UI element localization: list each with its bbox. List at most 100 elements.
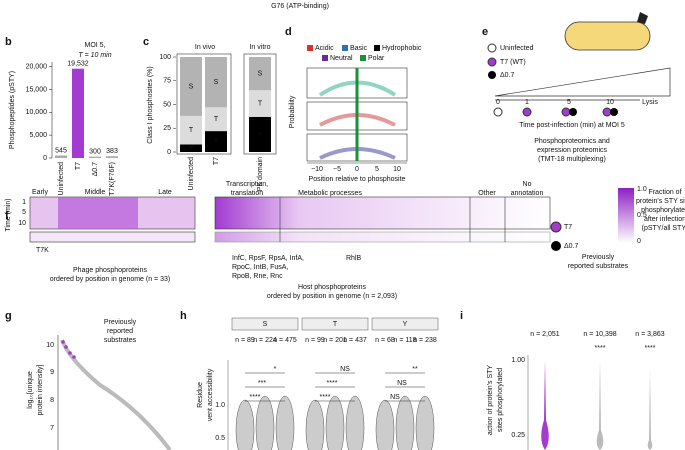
n-label: n = 10,398: [583, 331, 616, 338]
panel-label: b: [5, 36, 12, 48]
note: substrates: [104, 337, 137, 344]
bar-segment: [180, 115, 202, 145]
value-label: 19,532: [67, 61, 89, 68]
legend-swatch: [322, 55, 328, 61]
significance: *: [274, 366, 277, 373]
significance: ****: [250, 394, 261, 401]
legend-swatch: [307, 45, 313, 51]
y-tick-label: 15,000: [26, 86, 48, 93]
colorbar-tick: 0.5: [637, 212, 647, 219]
segment-label: Y: [214, 138, 219, 145]
section-label: Middle: [85, 189, 106, 196]
y-tick-label: 1.00: [511, 357, 525, 364]
y-tick-label: 0: [167, 149, 171, 156]
value-label: 383: [106, 148, 118, 155]
n-label: n = 238: [413, 337, 437, 344]
time-label: 0: [496, 99, 500, 106]
colorbar-tick: 0: [637, 238, 641, 245]
sequence-logos: [306, 67, 408, 164]
legend-label: Basic: [350, 45, 368, 52]
bar: [55, 155, 67, 158]
y-tick-label: 5,000: [29, 132, 47, 139]
time-label: 10: [606, 99, 614, 106]
bar-segment: [249, 57, 271, 91]
bar-segment: [180, 57, 202, 116]
y-tick-label: 5: [22, 209, 26, 216]
group-label: In vitro: [249, 44, 270, 51]
segment-label: S: [214, 79, 219, 86]
colorbar-label: Fraction of: [648, 189, 681, 196]
facet-label: T: [333, 321, 338, 328]
section-label: No: [523, 181, 532, 188]
panel-label: c: [143, 36, 149, 48]
row-label: T7: [564, 224, 572, 231]
method-label: (TMT-18 multiplexing): [538, 156, 606, 163]
n-label: n = 475: [273, 337, 297, 344]
gene-label: InfC, RpsF, RpsA, InfA,: [232, 255, 304, 262]
y-tick-label: 8: [50, 397, 54, 404]
legend-label: Neutral: [330, 55, 353, 62]
y-tick-label: 10: [46, 342, 54, 349]
y-axis-label: protein intensity]: [37, 364, 44, 415]
section-label: Late: [158, 189, 172, 196]
caption: ordered by position in genome (n = 33): [50, 276, 170, 283]
infection-schematic: [487, 12, 671, 117]
section-label: annotation: [511, 190, 544, 197]
y-tick-label: 1.0: [215, 402, 225, 409]
x-tick-label: 10: [393, 166, 401, 173]
significance: ****: [320, 394, 331, 401]
panel-label: f: [5, 210, 9, 222]
bar-segment: [180, 144, 202, 152]
x-tick-label: Δ0.7: [92, 162, 99, 177]
colorbar-label: after infection: [644, 216, 685, 223]
legend-swatch: [342, 45, 348, 51]
n-label: n = 89: [235, 337, 255, 344]
legend-label: T7 (WT): [500, 59, 526, 66]
y-axis-label: sites phosphorylated: [497, 368, 504, 432]
y-tick-label: 0: [43, 155, 47, 162]
panel-label: e: [482, 26, 488, 38]
n-label: n = 2,051: [530, 331, 559, 338]
y-tick-label: 100: [159, 54, 171, 61]
panel-label: i: [460, 310, 463, 322]
y-tick-label: 1: [22, 199, 26, 206]
significance: NS: [340, 366, 350, 373]
violins: [227, 317, 439, 450]
chart-title: MOI 5,: [84, 42, 105, 49]
n-label: n = 118: [393, 337, 416, 344]
chart-subtitle: T = 10 min: [78, 52, 111, 59]
gene-label: RpoB, Rne, Rnc: [232, 273, 283, 280]
facet-label: S: [263, 321, 268, 328]
fraction-violins: [527, 355, 653, 450]
gene-label: RpoC, IntB, FusA,: [232, 264, 288, 271]
n-label: n = 3,863: [635, 331, 664, 338]
section-label: Other: [478, 190, 496, 197]
y-tick-label: 10: [18, 220, 26, 227]
segment-label: S: [189, 83, 194, 90]
legend-swatch: [374, 45, 380, 51]
y-axis-label: Residue: [197, 382, 204, 408]
gene-label: T7K: [36, 247, 49, 254]
facet-label: Y: [403, 321, 408, 328]
y-axis-label: log₁₀[unique: [27, 371, 34, 409]
legend-label: Polar: [368, 55, 385, 62]
x-tick-label: T7: [213, 157, 220, 165]
x-tick-label: T7: [75, 162, 82, 170]
colorbar-label: protein's STY sites: [636, 198, 685, 205]
segment-label: Y: [189, 145, 194, 152]
segment-label: S: [258, 70, 263, 77]
bar-segment: [205, 131, 227, 152]
bar: [89, 156, 101, 158]
significance: ****: [645, 345, 656, 352]
bar-segment: [205, 57, 227, 108]
y-tick-label: 10,000: [26, 109, 48, 116]
x-tick-label: T7K(F76F): [109, 162, 116, 196]
time-label: Lysis: [642, 99, 658, 106]
significance: ****: [595, 345, 606, 352]
heatmaps: [29, 188, 634, 251]
y-tick-label: 7: [50, 425, 54, 432]
x-tick-label: Uninfected: [58, 162, 65, 196]
section-label: translation: [231, 190, 263, 197]
bar: [72, 68, 84, 158]
